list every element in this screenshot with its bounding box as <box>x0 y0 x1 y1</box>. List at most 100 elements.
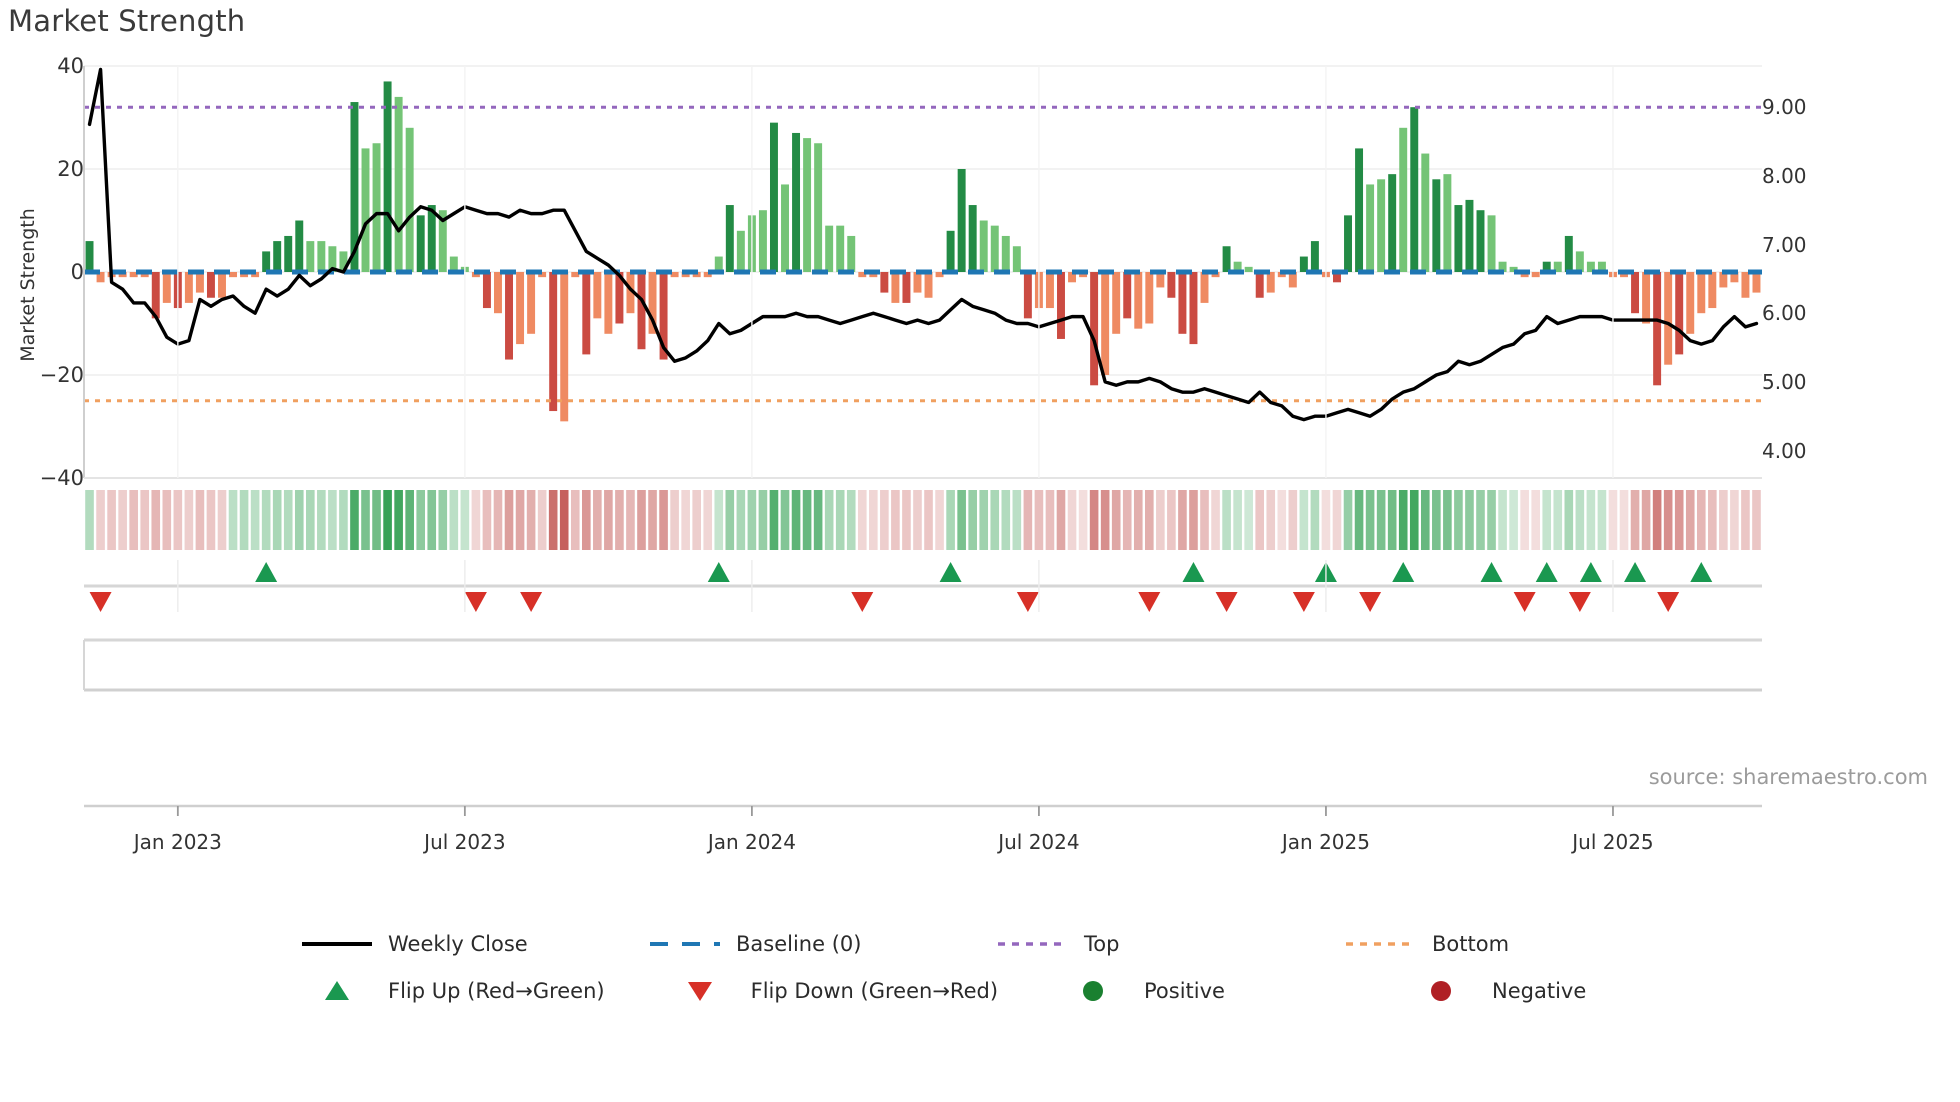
strength-bar <box>1079 272 1088 278</box>
flip-down-marker[interactable] <box>1657 592 1680 612</box>
flip-up-marker[interactable] <box>1579 562 1602 582</box>
strength-bar <box>1399 127 1408 272</box>
legend-item[interactable]: Flip Down (Green→Red) <box>663 978 998 1004</box>
flip-down-marker[interactable] <box>1016 592 1039 612</box>
flip-up-marker[interactable] <box>707 562 730 582</box>
legend-item[interactable]: Positive <box>1056 978 1346 1004</box>
heatmap-cell <box>1100 490 1110 550</box>
legend-item[interactable]: Bottom <box>1344 931 1634 957</box>
source-note: source: sharemaestro.com <box>1648 765 1928 789</box>
flip-up-marker[interactable] <box>1480 562 1503 582</box>
heatmap-cell <box>1365 490 1375 550</box>
flip-down-marker[interactable] <box>1138 592 1161 612</box>
flip-up-marker[interactable] <box>1182 562 1205 582</box>
x-tick-label: Jul 2025 <box>1572 830 1654 854</box>
legend-item[interactable]: Baseline (0) <box>648 931 938 957</box>
strength-bar <box>273 241 282 272</box>
strength-bar <box>1487 215 1496 272</box>
strength-bar <box>1520 272 1529 278</box>
flip-up-marker[interactable] <box>255 562 278 582</box>
flip-up-marker[interactable] <box>939 562 962 582</box>
strength-bar <box>1090 272 1099 386</box>
x-tick-label: Jan 2023 <box>133 830 222 854</box>
strength-bar <box>1266 272 1275 293</box>
legend-item[interactable]: Negative <box>1404 978 1694 1004</box>
flip-down-marker[interactable] <box>851 592 874 612</box>
heatmap-cell <box>1023 490 1033 550</box>
heatmap-cell <box>891 490 900 550</box>
flip-down-marker[interactable] <box>464 592 487 612</box>
heatmap-cell <box>1730 490 1739 550</box>
flip-up-marker[interactable] <box>1624 562 1647 582</box>
heatmap-cell <box>1619 490 1629 550</box>
heatmap-cell <box>471 490 481 550</box>
flip-down-marker[interactable] <box>1215 592 1238 612</box>
flip-down-marker[interactable] <box>1292 592 1315 612</box>
legend-item[interactable]: Top <box>996 931 1286 957</box>
heatmap-cell <box>317 490 326 550</box>
heatmap-cell <box>1354 490 1364 550</box>
strength-bar <box>129 272 138 278</box>
strength-bar <box>924 272 933 298</box>
strength-bar <box>1730 272 1739 283</box>
solid-line-black-icon <box>302 941 372 946</box>
strength-bar <box>957 169 966 272</box>
heatmap-cell <box>703 490 713 550</box>
heatmap-cell <box>1708 490 1717 550</box>
strength-bar <box>1310 241 1319 272</box>
right-tick-label: 4.00 <box>1762 438 1807 463</box>
strength-bar <box>1222 246 1231 272</box>
strength-bar <box>438 210 447 272</box>
heatmap-cell <box>416 490 426 550</box>
heatmap-cell <box>593 490 602 550</box>
strength-bar <box>1432 179 1441 272</box>
strength-bar <box>1586 261 1595 272</box>
flip-down-marker[interactable] <box>1359 592 1382 612</box>
heatmap-cell <box>1178 490 1187 550</box>
legend-label: Flip Down (Green→Red) <box>750 978 999 1003</box>
strength-bar <box>1145 272 1154 324</box>
strength-bar <box>792 132 801 272</box>
flip-up-marker[interactable] <box>1690 562 1713 582</box>
strength-bar <box>891 272 900 303</box>
heatmap-cell <box>151 490 161 550</box>
strength-bar <box>1366 184 1375 272</box>
strength-bar <box>1377 179 1386 272</box>
heatmap-cell <box>1343 490 1353 550</box>
heatmap-cell <box>869 490 878 550</box>
heatmap-cell <box>1685 490 1695 550</box>
strength-bar <box>582 272 591 355</box>
strength-bar <box>1443 174 1452 272</box>
legend-item[interactable]: Flip Up (Red→Green) <box>300 978 605 1004</box>
flip-up-marker[interactable] <box>1392 562 1415 582</box>
strength-bar <box>825 225 834 272</box>
strength-bar <box>1101 272 1110 375</box>
strength-bar <box>1620 272 1628 278</box>
right-tick-label: 8.00 <box>1762 163 1807 188</box>
heatmap-cell <box>1409 490 1419 550</box>
strength-bar <box>847 235 856 272</box>
chart-legend: Weekly Close Baseline (0) Top Bottom Flip Up… <box>0 920 1700 1014</box>
heatmap-cell <box>1476 490 1485 550</box>
flip-up-marker[interactable] <box>1535 562 1558 582</box>
strength-bar <box>637 272 646 350</box>
left-tick-label: 40 <box>57 54 84 78</box>
strength-bar <box>913 272 922 293</box>
heatmap-cell <box>1752 490 1761 550</box>
heatmap-cell <box>482 490 492 550</box>
strength-bar <box>1509 266 1518 272</box>
strength-bar <box>670 272 679 278</box>
flip-down-marker[interactable] <box>1568 592 1591 612</box>
heatmap-cell <box>537 490 547 550</box>
flip-down-marker[interactable] <box>1513 592 1536 612</box>
heatmap-cell <box>714 490 724 550</box>
strength-bar <box>880 272 889 293</box>
legend-key <box>663 978 737 1004</box>
legend-item[interactable]: Weekly Close <box>300 931 590 957</box>
strength-bar <box>240 272 249 278</box>
strength-bar <box>1211 272 1220 278</box>
flip-down-marker[interactable] <box>520 592 543 612</box>
strength-bar <box>1057 272 1065 339</box>
flip-down-marker[interactable] <box>89 592 112 612</box>
strength-bar <box>1388 174 1397 272</box>
